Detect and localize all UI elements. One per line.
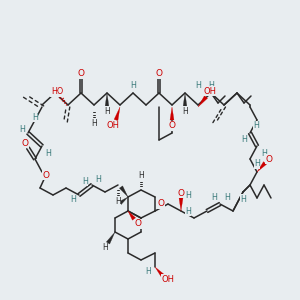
Polygon shape — [179, 198, 183, 211]
Text: H: H — [185, 206, 191, 215]
Text: H: H — [102, 244, 108, 253]
Polygon shape — [128, 211, 136, 220]
Text: OH: OH — [203, 86, 217, 95]
Text: H: H — [240, 194, 246, 203]
Text: H: H — [91, 119, 97, 128]
Polygon shape — [106, 232, 115, 244]
Text: H: H — [195, 80, 201, 89]
Text: H: H — [241, 136, 247, 145]
Text: H: H — [45, 148, 51, 158]
Polygon shape — [105, 93, 109, 107]
Text: H: H — [253, 122, 259, 130]
Polygon shape — [114, 107, 120, 121]
Text: O: O — [77, 70, 85, 79]
Text: HO: HO — [51, 88, 63, 97]
Text: O: O — [155, 70, 163, 79]
Polygon shape — [155, 267, 164, 277]
Text: O: O — [22, 139, 28, 148]
Text: O: O — [169, 122, 176, 130]
Polygon shape — [183, 93, 187, 107]
Polygon shape — [198, 96, 208, 107]
Text: H: H — [32, 112, 38, 122]
Text: H: H — [115, 197, 121, 206]
Text: H: H — [130, 80, 136, 89]
Text: O: O — [178, 188, 184, 197]
Text: H: H — [104, 106, 110, 116]
Text: H: H — [95, 175, 101, 184]
Text: H: H — [19, 125, 25, 134]
Text: OH: OH — [161, 274, 175, 284]
Text: O: O — [43, 170, 50, 179]
Text: O: O — [134, 220, 142, 229]
Text: H: H — [145, 268, 151, 277]
Text: OH: OH — [106, 122, 119, 130]
Polygon shape — [118, 197, 128, 206]
Text: O: O — [158, 200, 164, 208]
Text: H: H — [211, 193, 217, 202]
Text: H: H — [138, 172, 144, 181]
Polygon shape — [170, 107, 174, 120]
Text: H: H — [254, 160, 260, 169]
Text: H: H — [82, 176, 88, 185]
Text: H: H — [208, 80, 214, 89]
Text: O: O — [266, 154, 272, 164]
Text: H: H — [224, 193, 230, 202]
Polygon shape — [257, 162, 266, 172]
Text: H: H — [182, 106, 188, 116]
Text: H: H — [70, 196, 76, 205]
Polygon shape — [119, 186, 128, 197]
Text: H: H — [185, 191, 191, 200]
Text: H: H — [261, 148, 267, 158]
